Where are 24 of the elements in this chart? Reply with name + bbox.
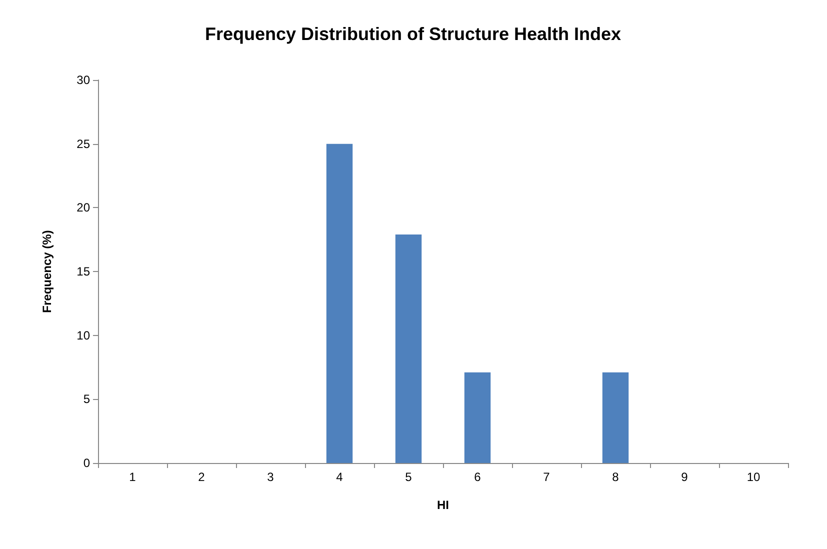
x-tick-label: 6 [474, 470, 482, 484]
x-axis-title: HI [437, 498, 449, 512]
y-tick-label: 15 [76, 264, 90, 278]
x-tick-label: 8 [612, 470, 620, 484]
x-tick-label: 2 [198, 470, 206, 484]
y-tick-label: 30 [76, 73, 90, 87]
y-tick-label: 10 [76, 328, 90, 342]
x-tick-label: 9 [681, 470, 688, 484]
bar [602, 372, 629, 463]
y-tick-label: 20 [76, 200, 90, 215]
bar [464, 372, 491, 463]
x-tick-label: 3 [267, 470, 274, 484]
x-tick-label: 7 [543, 470, 550, 484]
y-tick-label: 0 [83, 456, 90, 470]
x-tick-label: 4 [336, 470, 344, 484]
y-tick-label: 25 [76, 136, 90, 151]
chart-title: Frequency Distribution of Structure Health Index [204, 24, 622, 44]
y-tick-label: 5 [83, 392, 90, 406]
x-tick-label: 10 [746, 470, 760, 484]
x-tick-label: 1 [129, 470, 136, 484]
y-axis-title: Frequency (%) [40, 230, 54, 313]
x-tick-label: 5 [405, 470, 412, 484]
bar [395, 234, 422, 463]
bar [326, 144, 353, 463]
